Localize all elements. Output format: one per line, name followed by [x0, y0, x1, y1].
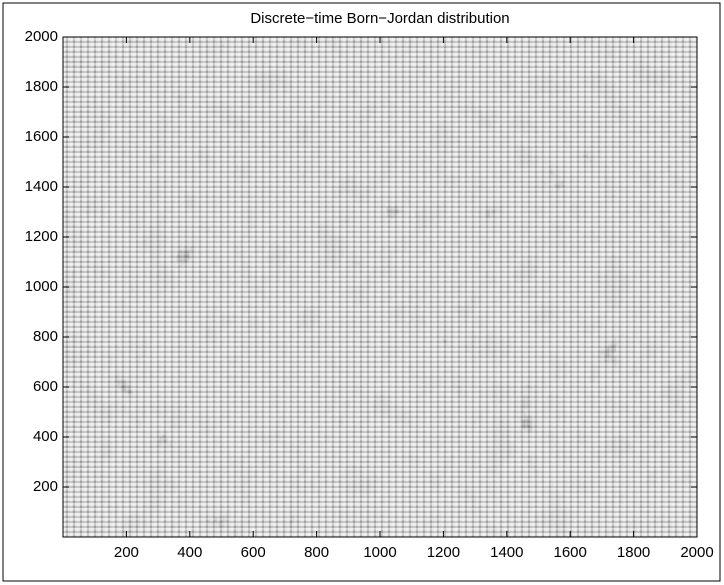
x-tick-label: 1800 [617, 544, 650, 561]
x-tick-label: 1400 [490, 544, 523, 561]
x-tick-label: 1600 [554, 544, 587, 561]
x-tick-label: 1200 [427, 544, 460, 561]
y-tick-label: 400 [33, 428, 58, 445]
x-tick-label: 600 [241, 544, 266, 561]
y-tick-label: 1400 [25, 178, 58, 195]
y-tick-label: 1800 [25, 78, 58, 95]
y-tick-label: 2000 [25, 28, 58, 45]
y-tick-label: 800 [33, 328, 58, 345]
y-tick-label: 1000 [25, 278, 58, 295]
y-tick-label: 200 [33, 478, 58, 495]
chart-title: Discrete−time Born−Jordan distribution [250, 10, 509, 27]
x-tick-label: 200 [114, 544, 139, 561]
y-tick-label: 1600 [25, 128, 58, 145]
x-tick-label: 1000 [363, 544, 396, 561]
y-tick-label: 600 [33, 378, 58, 395]
image-hatch [63, 37, 697, 537]
x-tick-label: 400 [177, 544, 202, 561]
y-tick-label: 1200 [25, 228, 58, 245]
image [63, 37, 697, 537]
x-tick-label: 800 [304, 544, 329, 561]
x-tick-label: 2000 [680, 544, 713, 561]
